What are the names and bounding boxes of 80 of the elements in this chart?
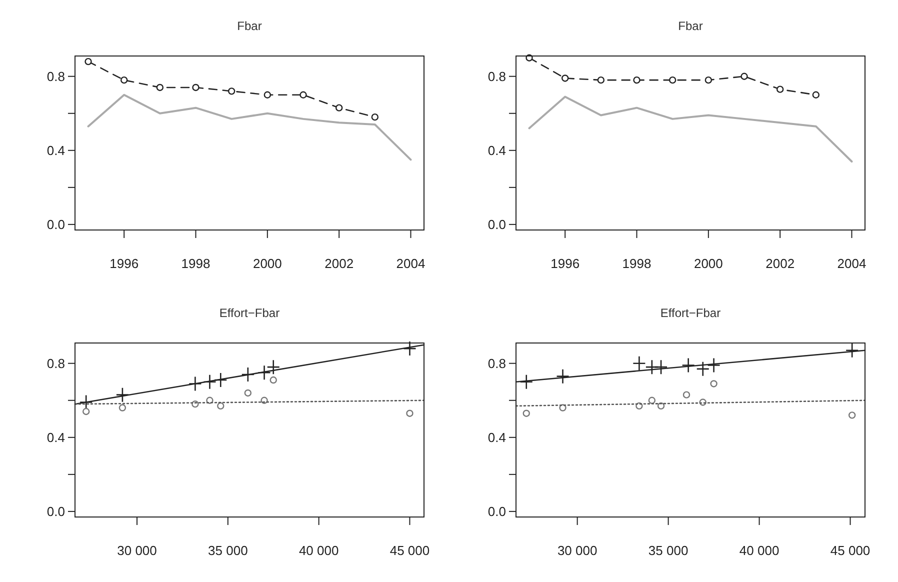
point: [241, 366, 255, 382]
point: [682, 358, 695, 373]
point: [845, 342, 859, 358]
x-tick-label: 40 000: [298, 543, 339, 558]
point: [156, 84, 164, 92]
x-tick-label: 45 000: [830, 543, 870, 558]
x-tick-label: 1998: [181, 256, 210, 271]
x-tick-label: 2002: [766, 256, 795, 271]
point: [192, 84, 200, 92]
x-tick-label: 35 000: [648, 543, 688, 558]
x-tick-label: 40 000: [739, 543, 780, 558]
point: [406, 410, 414, 417]
x-tick-label: 2000: [252, 256, 282, 271]
x-tick-label: 2004: [396, 256, 426, 271]
point: [668, 76, 676, 84]
point: [116, 387, 130, 402]
point: [403, 340, 416, 356]
point: [188, 376, 202, 392]
y-tick-label: 0.0: [488, 216, 506, 232]
point: [682, 391, 690, 398]
x-tick-label: 30 000: [117, 543, 157, 558]
point: [704, 76, 712, 84]
point: [120, 76, 128, 84]
x-tick-label: 2000: [694, 256, 723, 271]
point: [696, 361, 710, 377]
y-tick-label: 0.8: [488, 356, 506, 371]
point: [82, 408, 90, 416]
point: [244, 389, 252, 397]
line-series: [528, 96, 853, 163]
y-tick-label: 0.4: [46, 142, 65, 158]
y-tick-label: 0.4: [488, 430, 506, 445]
y-tick-label: 0.8: [46, 68, 65, 84]
point: [632, 356, 646, 372]
point: [217, 402, 224, 410]
y-tick-label: 0.4: [46, 430, 65, 445]
point: [300, 91, 307, 98]
point: [654, 359, 668, 375]
chart-title: Fbar: [678, 19, 703, 33]
y-tick-label: 0.8: [488, 68, 506, 84]
point: [648, 396, 656, 404]
x-tick-label: 1996: [550, 256, 580, 271]
x-tick-label: 2002: [324, 256, 354, 271]
x-tick-label: 30 000: [557, 543, 598, 558]
point: [228, 88, 236, 95]
chart-title: Effort−Fbar: [660, 306, 721, 320]
chart-title: Effort−Fbar: [219, 306, 280, 320]
point: [520, 374, 534, 390]
x-tick-label: 35 000: [208, 543, 248, 558]
point: [710, 380, 718, 388]
point: [203, 374, 216, 390]
point: [335, 104, 343, 112]
point: [118, 404, 126, 412]
y-tick-label: 0.0: [488, 504, 506, 519]
point: [597, 76, 605, 84]
point: [79, 394, 93, 410]
point: [258, 364, 271, 380]
y-tick-label: 0.0: [46, 216, 65, 232]
point: [740, 72, 748, 80]
point: [266, 359, 280, 375]
line-series: [87, 94, 412, 161]
point: [264, 91, 272, 98]
point: [776, 86, 784, 93]
point: [270, 376, 277, 384]
point: [848, 412, 856, 419]
y-tick-label: 0.4: [488, 142, 506, 158]
x-tick-label: 45 000: [390, 543, 430, 558]
point: [561, 74, 569, 82]
chart-title: Fbar: [237, 19, 262, 33]
point: [707, 358, 720, 373]
point: [84, 58, 92, 66]
x-tick-label: 1998: [622, 256, 652, 271]
point: [371, 113, 379, 121]
point: [522, 410, 530, 417]
point: [556, 368, 570, 384]
point: [812, 91, 820, 98]
x-tick-label: 1996: [110, 256, 139, 271]
y-tick-label: 0.8: [46, 356, 65, 371]
x-tick-label: 2004: [837, 256, 866, 271]
y-tick-label: 0.0: [46, 504, 65, 519]
point: [633, 76, 640, 84]
